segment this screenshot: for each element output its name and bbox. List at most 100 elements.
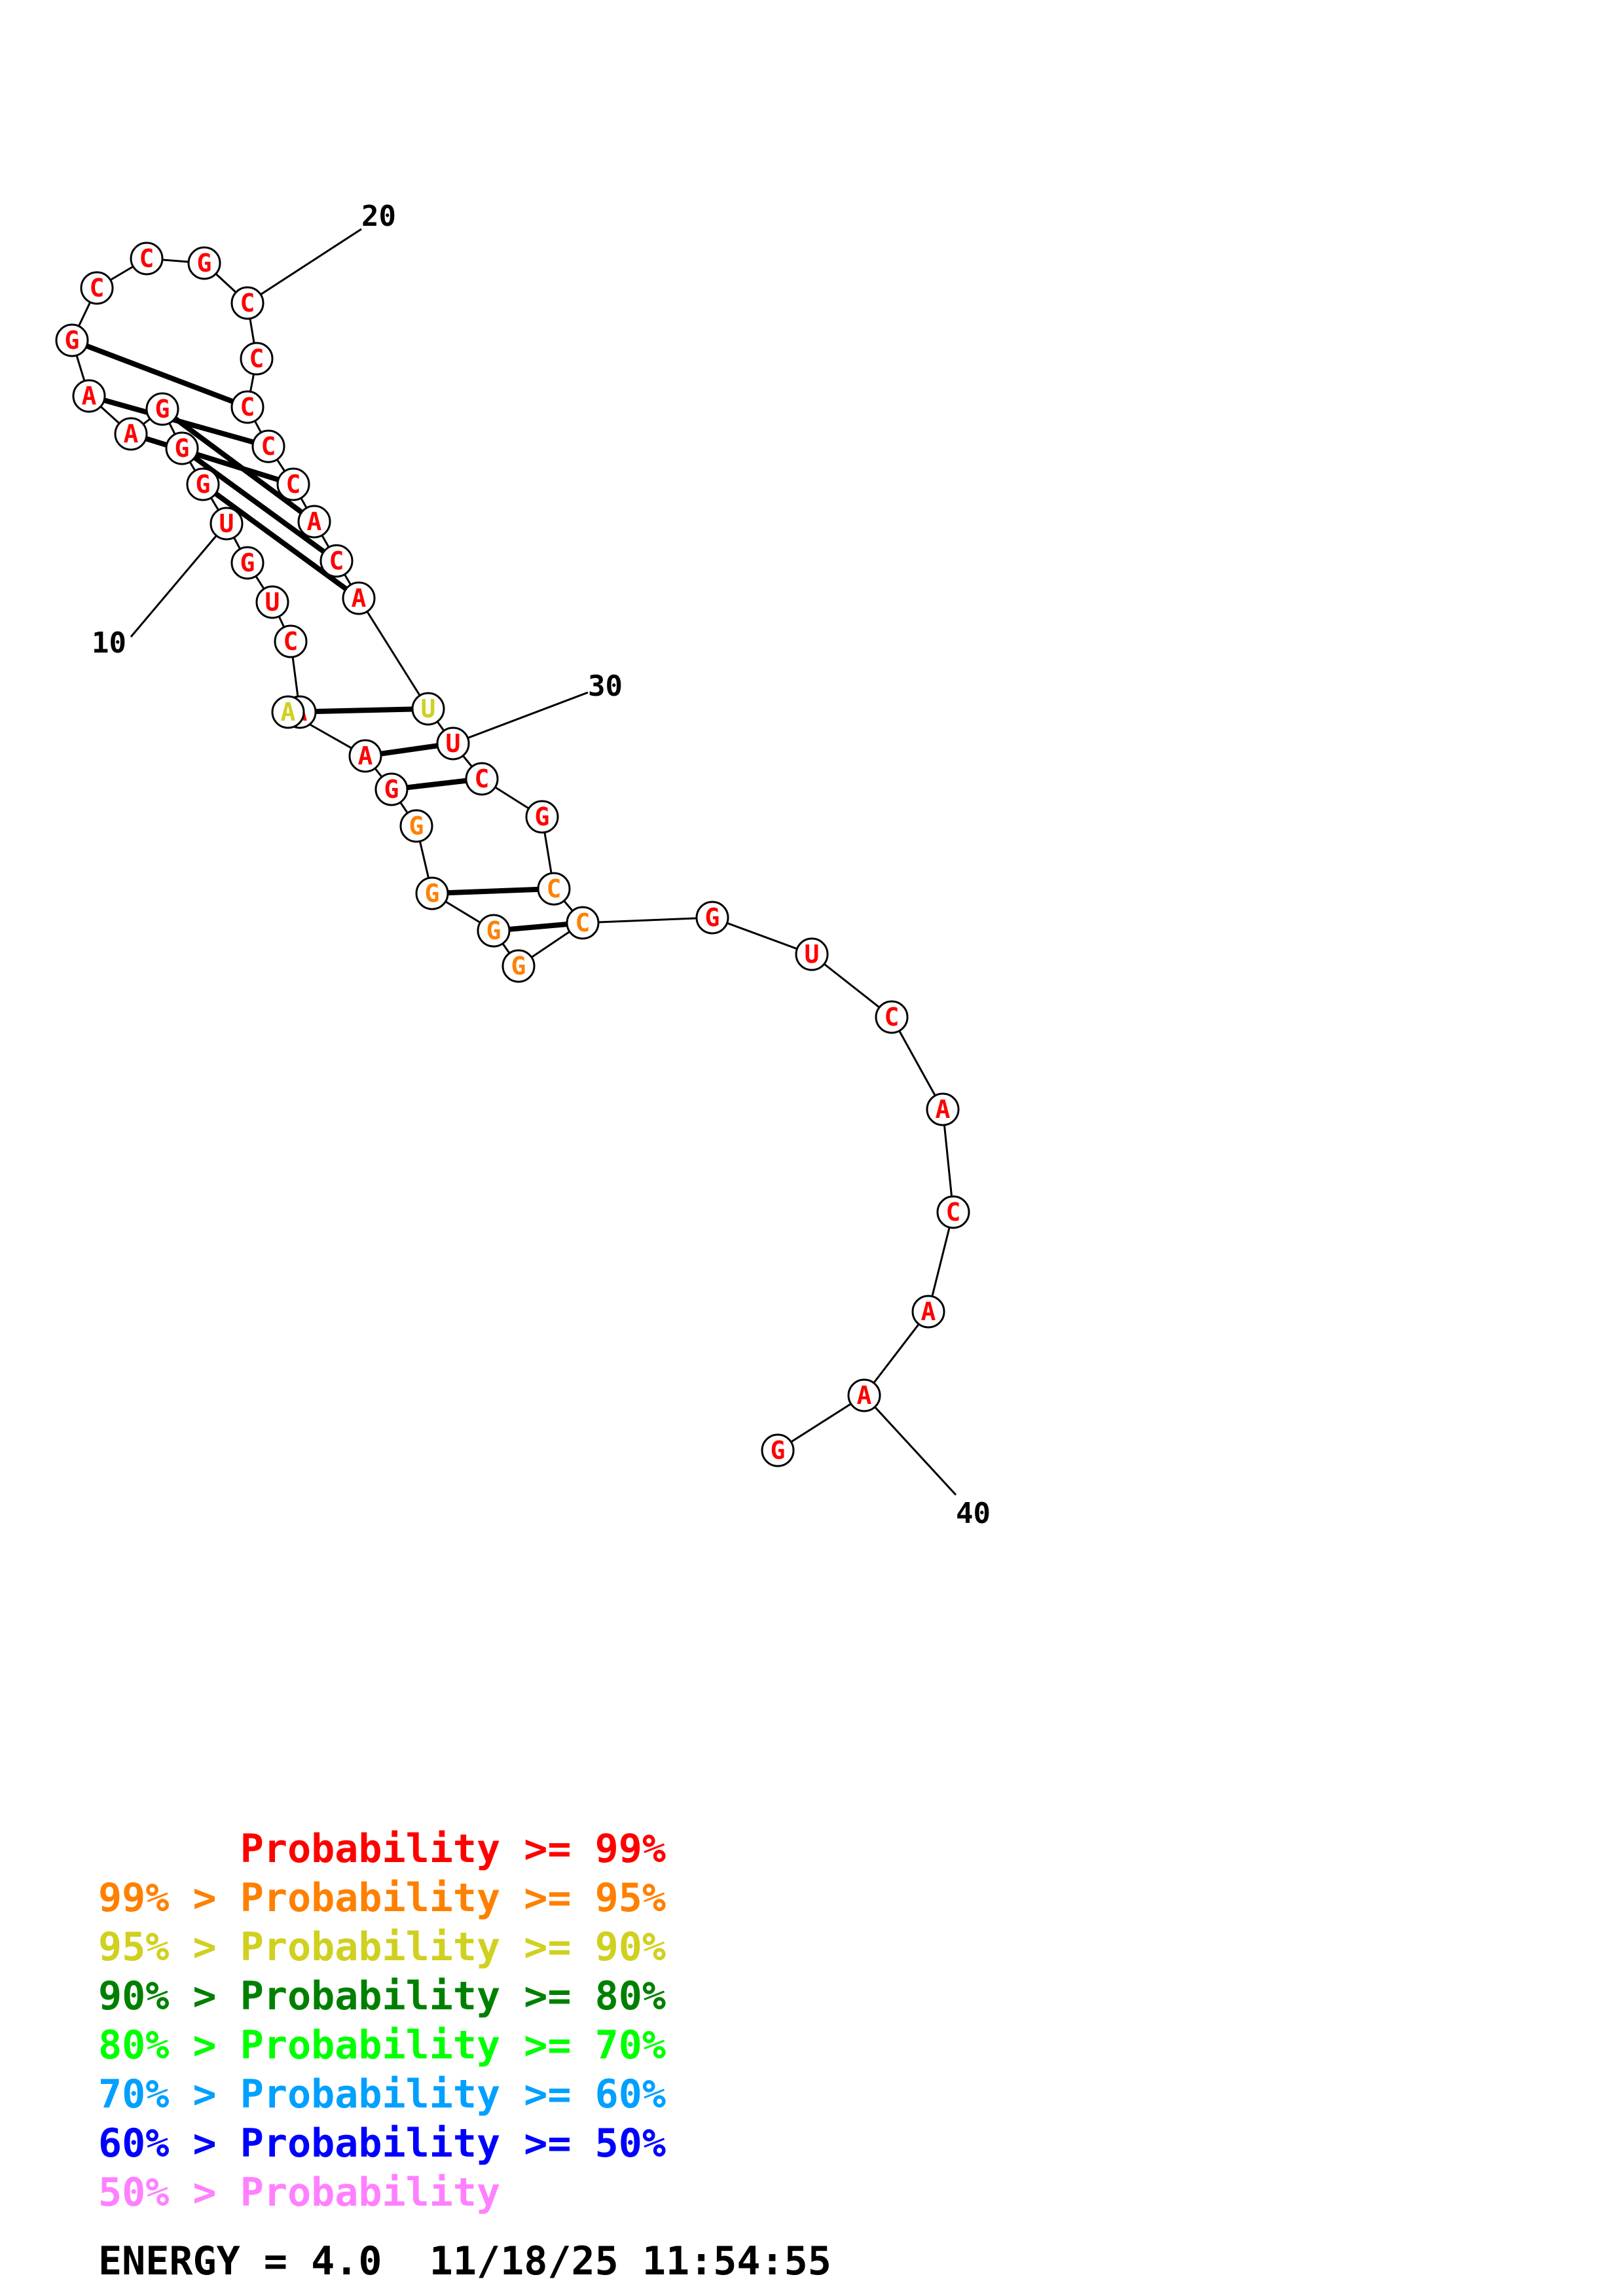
base-circle [537,872,571,906]
base-letter: C [90,274,105,302]
legend-item: 50% > Probability [98,2170,500,2215]
backbone-segment [890,1016,944,1110]
base-circle [186,467,220,501]
base-node: C [80,271,114,305]
backbone-segment [863,1311,930,1396]
base-letter: U [446,729,461,758]
base-circle [566,906,600,940]
base-circle [761,1433,795,1467]
base-node: C [274,624,308,658]
base-circle [230,546,264,580]
position-number-layer: 10 20 30 40 [92,200,991,1530]
base-circle [276,467,310,501]
base-circle [271,695,305,729]
base-circle [251,429,285,463]
base-letter: G [409,812,424,840]
position-number-leader [247,228,362,304]
base-node: C [537,872,571,906]
base-node: C [465,762,499,796]
base-circle [130,242,164,276]
base-node: G [477,914,511,948]
base-pair-layer [71,338,583,933]
base-circle [255,585,289,619]
base-node: G [55,323,89,357]
base-circle [795,937,829,971]
legend-item: 90% > Probability >= 80% [98,1973,666,2019]
base-letter: G [771,1436,786,1465]
base-letter: G [705,903,720,932]
base-letter: G [535,802,550,831]
base-letter: C [139,244,155,273]
base-node: U [411,692,445,726]
base-circle [911,1295,945,1329]
base-node: A [342,581,376,615]
base-pair-bond [201,482,361,601]
base-circle [926,1092,960,1126]
backbone-segment [811,953,892,1018]
base-circle [240,342,274,376]
base-circle [501,949,536,983]
base-circle [319,544,354,578]
base-node: U [436,726,470,761]
base-letter: G [384,775,399,804]
base-letter: C [575,908,591,937]
base-circle [80,271,114,305]
energy-line: ENERGY = 4.0 11/18/25 11:54:55 [98,2238,831,2284]
base-layer: ACUGUGGGAAGCCGCCCCCACAUUCGCCGUCACAAGAAGG… [55,242,970,1467]
legend-item: 99% > Probability >= 95% [98,1875,666,1921]
base-node: C [566,906,600,940]
base-letter: A [857,1381,872,1410]
position-number-label: 20 [361,200,396,233]
legend-item: 60% > Probability >= 50% [98,2121,666,2166]
base-letter: C [240,289,255,317]
base-letter: U [421,694,436,723]
base-letter: U [265,588,280,617]
base-circle [187,246,221,280]
base-node: G [230,546,264,580]
backbone-segment [927,1211,955,1312]
base-node: U [255,585,289,619]
base-circle [436,726,470,761]
base-circle [411,692,445,726]
legend-item: 70% > Probability >= 60% [98,2072,666,2117]
base-letter: C [475,764,490,793]
base-pair-bond [130,431,295,487]
base-letter: G [486,916,501,945]
base-node: G [187,246,221,280]
base-circle [348,739,382,773]
position-number-label: 10 [92,626,126,660]
base-node: C [230,286,264,320]
base-node: C [251,429,285,463]
base-letter: A [358,742,373,770]
position-number-leader [452,691,589,745]
base-node: C [276,467,310,501]
base-circle [145,392,179,426]
base-node: G [695,901,729,935]
base-circle [415,876,449,910]
base-node: C [240,342,274,376]
legend-item: Probability >= 99% [98,1826,666,1872]
legend-item: 95% > Probability >= 90% [98,1924,666,1970]
base-letter: G [155,395,170,423]
base-circle [230,390,264,424]
position-number-leader [130,523,228,637]
base-circle [210,507,244,541]
base-letter: G [196,470,211,499]
base-circle [297,505,331,539]
base-letter: C [261,432,276,461]
base-node: A [72,379,106,413]
base-letter: C [946,1198,961,1227]
base-letter: A [124,420,139,448]
base-node: A [348,739,382,773]
base-circle [72,379,106,413]
base-letter: A [352,584,367,613]
base-letter: A [936,1095,951,1124]
base-node: C [936,1195,970,1229]
base-node: G [374,772,409,806]
base-circle [936,1195,970,1229]
base-pair-bond [160,406,316,524]
base-node: C [130,242,164,276]
base-circle [477,914,511,948]
base-pair-bond [71,338,249,410]
